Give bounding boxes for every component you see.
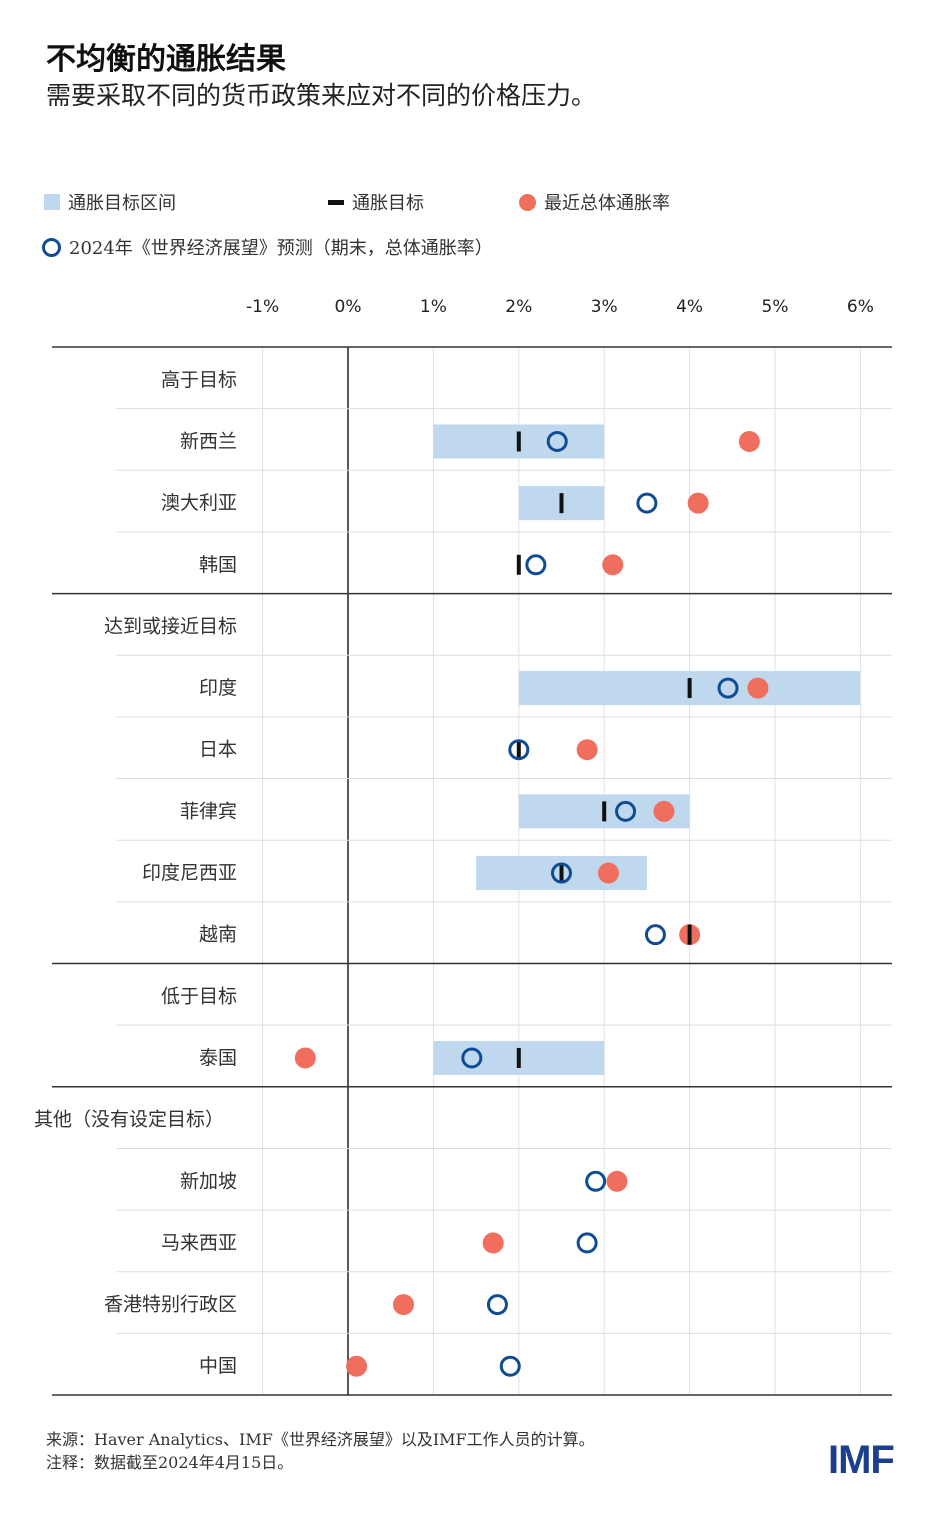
target-marker — [559, 493, 564, 514]
legend-target: 通胀目标 — [328, 189, 424, 215]
actual-inflation-dot — [687, 492, 709, 514]
row-label: 印度 — [199, 677, 237, 699]
target-marker — [559, 863, 564, 884]
group-label: 其他（没有设定目标） — [34, 1109, 224, 1131]
legend-forecast-label: 2024年《世界经济展望》预测（期末，总体通胀率） — [69, 238, 493, 259]
row-label: 菲律宾 — [180, 800, 237, 822]
row-label: 日本 — [199, 739, 237, 761]
forecast-circle — [551, 862, 572, 884]
row-label: 新西兰 — [180, 430, 237, 452]
actual-inflation-dot — [393, 1294, 415, 1316]
forecast-circle — [508, 739, 530, 761]
row-label: 印度尼西亚 — [142, 862, 237, 884]
source-note: 来源：Haver Analytics、IMF《世界经济展望》以及IMF工作人员的… — [46, 1430, 595, 1449]
legend-forecast: 2024年《世界经济展望》预测（期末，总体通胀率） — [42, 234, 493, 260]
target-marker — [516, 1047, 521, 1068]
forecast-circle — [499, 1355, 521, 1377]
target-marker — [516, 739, 521, 760]
x-tick-label: 5% — [762, 297, 789, 317]
target-marker — [687, 678, 692, 699]
imf-logo: IMF — [828, 1438, 895, 1482]
legend-band: 通胀目标区间 — [44, 189, 176, 215]
group-label: 达到或接近目标 — [104, 615, 237, 637]
actual-inflation-dot — [602, 554, 624, 576]
actual-inflation-dot — [653, 800, 675, 822]
chart-subtitle: 需要采取不同的货币政策来应对不同的价格压力。 — [46, 81, 597, 110]
x-tick-label: 6% — [847, 297, 874, 317]
legend-target-label: 通胀目标 — [352, 193, 424, 214]
actual-inflation-dot — [597, 862, 619, 884]
x-tick-label: 4% — [676, 297, 703, 317]
group-label: 低于目标 — [161, 985, 237, 1007]
x-tick-label: -1% — [246, 297, 279, 317]
target-marker — [516, 431, 521, 452]
x-tick-label: 1% — [420, 297, 447, 317]
actual-inflation-dot — [738, 430, 760, 452]
actual-inflation-dot — [747, 677, 769, 699]
row-label: 新加坡 — [180, 1170, 237, 1192]
row-label: 香港特别行政区 — [104, 1294, 237, 1316]
group-label: 高于目标 — [161, 369, 237, 391]
forecast-circle — [461, 1047, 483, 1069]
row-label: 越南 — [199, 924, 237, 946]
forecast-circle — [486, 1294, 508, 1316]
actual-inflation-dot — [576, 739, 598, 761]
target-marker — [602, 801, 607, 822]
forecast-circle — [576, 1232, 598, 1254]
chart: -1% 0% 1% 2% 3% 4% 5% 6% 高于目标新西兰澳大利亚韩国达到或接近目标印度日… — [34, 297, 892, 1396]
target-marker — [687, 924, 692, 945]
legend-actual-label: 最近总体通胀率 — [544, 193, 670, 214]
row-label: 泰国 — [199, 1047, 237, 1069]
forecast-circle — [615, 800, 637, 822]
legend-band-label: 通胀目标区间 — [68, 193, 176, 214]
x-tick-label: 0% — [335, 297, 362, 317]
forecast-swatch — [42, 237, 61, 257]
chart-title: 不均衡的通胀结果 — [46, 42, 286, 77]
note: 注释：数据截至2024年4月15日。 — [46, 1453, 294, 1472]
row-label: 马来西亚 — [161, 1232, 237, 1254]
actual-inflation-dot — [346, 1355, 368, 1377]
actual-inflation-dot — [482, 1232, 504, 1254]
legend-actual: 最近总体通胀率 — [519, 189, 670, 215]
target-swatch — [328, 199, 344, 205]
row-label: 韩国 — [199, 554, 237, 576]
forecast-circle — [585, 1170, 607, 1192]
footer: 来源：Haver Analytics、IMF《世界经济展望》以及IMF工作人员的… — [46, 1428, 595, 1474]
actual-inflation-dot — [606, 1170, 628, 1192]
row-label: 中国 — [199, 1355, 237, 1377]
band-swatch — [44, 194, 60, 210]
forecast-circle — [636, 492, 658, 514]
target-marker — [516, 554, 521, 575]
x-tick-label: 2% — [505, 297, 532, 317]
actual-swatch — [519, 193, 536, 211]
x-tick-label: 3% — [591, 297, 618, 317]
forecast-circle — [644, 924, 666, 946]
forecast-circle — [717, 677, 739, 699]
forecast-circle — [546, 430, 568, 452]
forecast-circle — [525, 554, 547, 576]
row-label: 澳大利亚 — [161, 492, 237, 514]
actual-inflation-dot — [294, 1047, 316, 1069]
